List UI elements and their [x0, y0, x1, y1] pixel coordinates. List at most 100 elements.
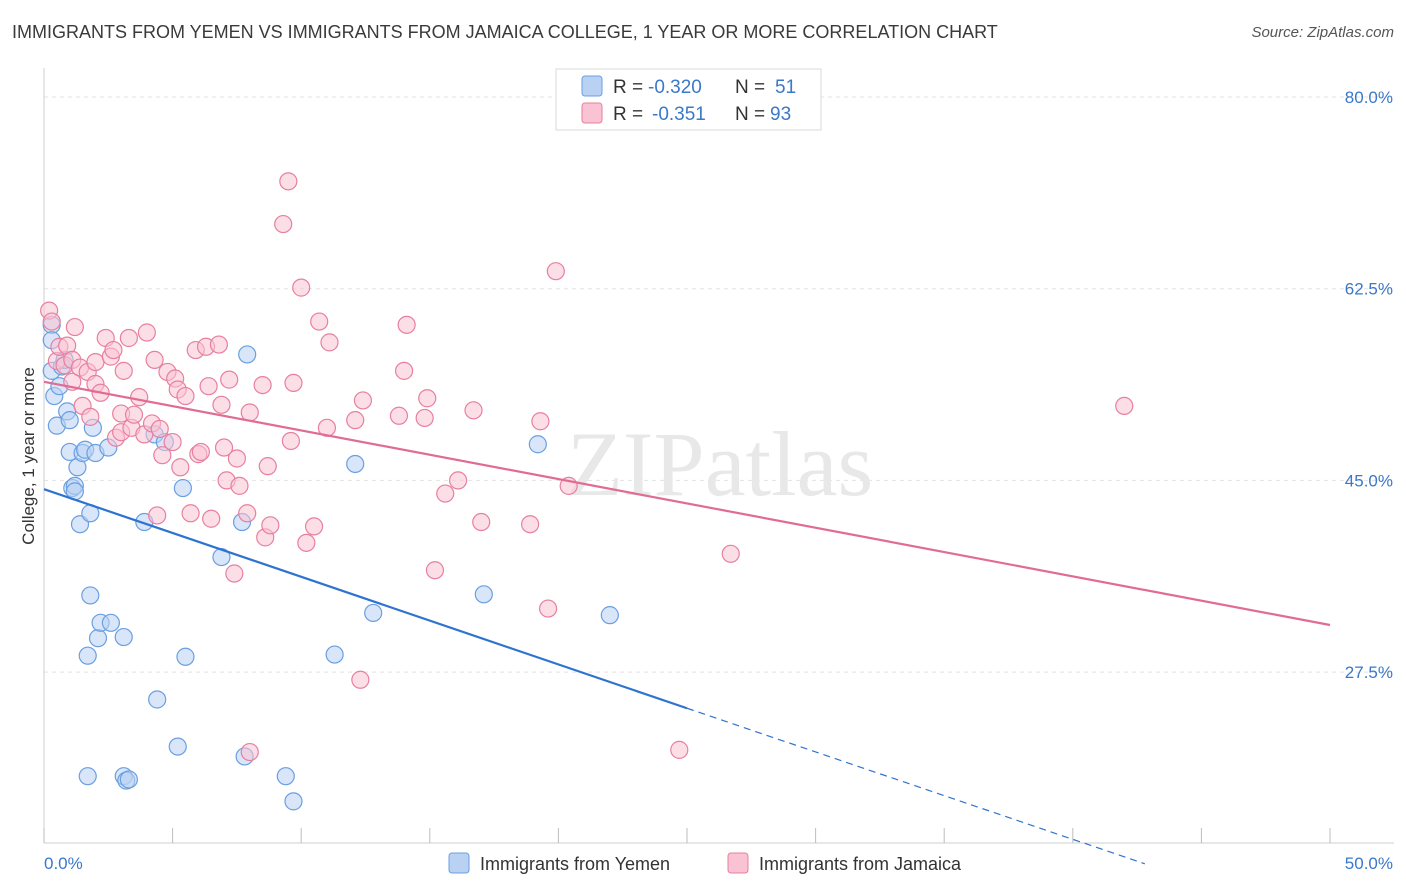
point-jamaica [214, 438, 234, 457]
bottom-legend: Immigrants from Yemen Immigrants from Ja… [448, 852, 962, 874]
bottom-legend-swatch-jamaica [727, 852, 749, 874]
y-axis-label: College, 1 year or more [19, 367, 38, 545]
point-yemen [528, 435, 547, 454]
point-yemen [474, 585, 493, 604]
point-jamaica [721, 544, 740, 563]
point-jamaica [65, 317, 84, 337]
legend-swatch-yemen [581, 75, 603, 97]
point-jamaica [176, 386, 195, 406]
point-jamaica [448, 471, 468, 490]
point-jamaica [240, 742, 259, 762]
point-jamaica [418, 389, 437, 408]
y-tick-label: 80.0% [1345, 88, 1393, 107]
point-yemen [78, 646, 97, 665]
point-yemen [88, 629, 108, 648]
data-points [40, 172, 1134, 811]
point-jamaica [353, 391, 373, 410]
point-yemen [364, 603, 383, 623]
point-yemen [173, 478, 192, 498]
point-jamaica [1115, 396, 1134, 416]
point-jamaica [199, 377, 218, 396]
point-jamaica [202, 509, 221, 528]
legend-n-value-yemen: 51 [775, 77, 796, 98]
watermark: ZIPatlas [567, 413, 874, 515]
point-jamaica [521, 515, 540, 534]
point-jamaica [279, 172, 298, 191]
point-jamaica [148, 506, 167, 525]
point-yemen [60, 411, 79, 430]
trend-line-yemen-extension [686, 707, 1146, 865]
point-jamaica [137, 323, 156, 342]
point-jamaica [153, 446, 172, 465]
point-jamaica [351, 670, 370, 689]
point-jamaica [81, 407, 100, 426]
y-tick-label: 62.5% [1345, 280, 1393, 299]
trend-lines [43, 380, 1331, 865]
point-jamaica [346, 411, 365, 430]
point-jamaica [261, 516, 280, 535]
point-jamaica [212, 395, 231, 414]
legend-n-value-jamaica: 93 [770, 104, 791, 125]
bottom-legend-swatch-yemen [448, 852, 470, 874]
axes [43, 68, 1394, 844]
y-tick-label: 27.5% [1345, 663, 1393, 682]
point-jamaica [230, 476, 249, 495]
bottom-legend-label-jamaica: Immigrants from Jamaica [759, 854, 962, 874]
point-jamaica [227, 449, 246, 468]
y-tick-labels: 27.5% 45.0% 62.5% 80.0% [1345, 88, 1393, 682]
trend-line-yemen [43, 488, 688, 710]
y-tick-label: 45.0% [1345, 471, 1393, 490]
point-jamaica [531, 412, 550, 431]
point-jamaica [240, 403, 259, 422]
point-jamaica [304, 517, 324, 536]
point-jamaica [181, 504, 200, 523]
point-jamaica [163, 432, 182, 452]
point-jamaica [114, 361, 133, 380]
x-ticks [43, 828, 1331, 843]
point-jamaica [670, 740, 689, 759]
point-jamaica [145, 350, 164, 370]
point-jamaica [284, 373, 303, 393]
point-jamaica [394, 361, 414, 380]
point-yemen [325, 645, 344, 664]
grid [44, 96, 1394, 673]
legend-n-label-yemen: N = [735, 77, 765, 98]
legend-r-value-jamaica: -0.351 [652, 104, 706, 125]
legend-swatch-jamaica [581, 102, 603, 124]
point-yemen [600, 606, 619, 625]
point-jamaica [191, 442, 210, 462]
point-jamaica [150, 419, 169, 439]
point-jamaica [546, 262, 565, 281]
point-jamaica [320, 333, 339, 352]
chart-source: Source: ZipAtlas.com [1251, 24, 1394, 41]
x-tick-label-max: 50.0% [1345, 854, 1393, 873]
trend-line-jamaica [43, 380, 1331, 627]
point-jamaica [124, 405, 144, 424]
chart-title: IMMIGRANTS FROM YEMEN VS IMMIGRANTS FROM… [12, 22, 998, 42]
point-yemen [276, 767, 295, 786]
point-jamaica [86, 352, 105, 372]
point-jamaica [119, 328, 138, 348]
point-yemen [101, 613, 120, 632]
point-jamaica [297, 533, 316, 552]
point-yemen [284, 792, 303, 811]
point-jamaica [238, 504, 257, 523]
point-yemen [168, 737, 187, 756]
point-jamaica [171, 458, 190, 477]
point-jamaica [104, 340, 123, 360]
bottom-legend-label-yemen: Immigrants from Yemen [480, 854, 670, 874]
point-jamaica [436, 484, 455, 503]
legend-n-label-jamaica: N = [735, 104, 765, 125]
point-jamaica [292, 278, 311, 297]
point-yemen [119, 770, 138, 789]
point-jamaica [539, 599, 558, 618]
point-yemen [78, 767, 97, 786]
point-jamaica [42, 312, 61, 331]
point-jamaica [130, 388, 149, 407]
point-jamaica [389, 406, 409, 425]
point-jamaica [281, 431, 301, 451]
point-yemen [114, 627, 133, 647]
point-yemen [238, 345, 257, 364]
point-yemen [346, 454, 365, 474]
